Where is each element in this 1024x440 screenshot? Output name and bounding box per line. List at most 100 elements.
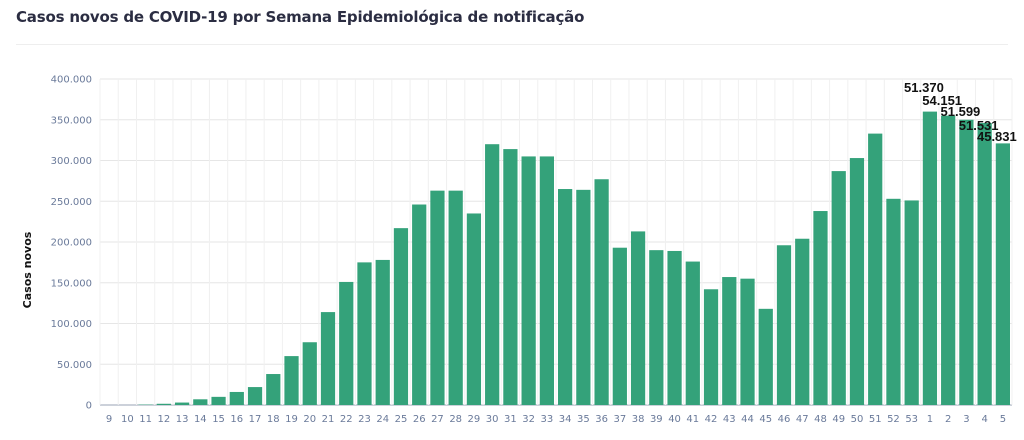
bar-week-21[interactable] [320, 312, 336, 405]
x-tick-label: 50 [851, 414, 864, 425]
bar-week-51[interactable] [868, 133, 883, 406]
bar-week-14[interactable] [193, 399, 208, 405]
bar-week-16[interactable] [229, 391, 244, 405]
bar-week-33[interactable] [539, 156, 554, 405]
bar-week-20[interactable] [302, 342, 317, 405]
bar-week-5[interactable] [995, 143, 1010, 405]
bar-week-17[interactable] [247, 387, 263, 405]
bar-week-12[interactable] [156, 403, 171, 405]
bar-week-38[interactable] [630, 231, 646, 405]
y-axis-ticks: 0 50.000 100.000 150.000 200.000 250.000 300.0… [51, 75, 92, 412]
bar-week-15[interactable] [211, 396, 226, 405]
data-label: 51.531 [959, 118, 999, 133]
x-tick-label: 18 [267, 414, 280, 425]
bar-week-29[interactable] [466, 213, 482, 405]
grid-lines [99, 78, 1013, 406]
bar-week-1[interactable] [922, 111, 938, 405]
bar-week-18[interactable] [266, 374, 281, 405]
x-tick-label: 10 [121, 414, 134, 425]
x-tick-label: 41 [686, 414, 699, 425]
bar-week-19[interactable] [284, 356, 299, 405]
bar-week-31[interactable] [503, 149, 518, 405]
y-tick-label: 400.000 [51, 75, 92, 86]
x-tick-label: 43 [723, 414, 736, 425]
y-tick-label: 300.000 [51, 156, 92, 167]
x-tick-label: 49 [832, 414, 845, 425]
bar-week-40[interactable] [667, 250, 682, 405]
x-tick-label: 52 [887, 414, 900, 425]
y-tick-label: 150.000 [51, 278, 92, 289]
x-tick-label: 48 [814, 414, 827, 425]
x-tick-label: 38 [632, 414, 645, 425]
x-tick-label: 51 [869, 414, 882, 425]
x-tick-label: 11 [139, 414, 152, 425]
bar-week-37[interactable] [612, 247, 627, 405]
bar-week-34[interactable] [558, 189, 573, 405]
y-tick-label: 0 [86, 401, 92, 412]
x-axis-ticks: 9 10 11 12 13 14 15 16 17 18 19 20 21 22 23 24 25 26 27 28 2… [106, 414, 1006, 425]
x-tick-label: 4 [981, 414, 987, 425]
bar-week-26[interactable] [412, 204, 427, 405]
data-label: 54.151 [922, 93, 962, 108]
x-tick-label: 37 [613, 414, 626, 425]
x-tick-label: 28 [449, 414, 462, 425]
x-tick-label: 25 [395, 414, 408, 425]
y-tick-label: 200.000 [51, 238, 92, 249]
y-axis-label: Casos novos [21, 231, 34, 308]
bar-week-30[interactable] [485, 144, 500, 405]
x-tick-label: 47 [796, 414, 809, 425]
bar-week-24[interactable] [375, 259, 390, 405]
bar-week-2[interactable] [941, 115, 956, 406]
data-label: 51.370 [904, 80, 944, 95]
x-tick-label: 3 [963, 414, 969, 425]
bar-week-39[interactable] [649, 250, 664, 405]
x-tick-label: 9 [106, 414, 112, 425]
bar-week-50[interactable] [849, 158, 865, 405]
x-tick-label: 26 [413, 414, 426, 425]
chart-title: Casos novos de COVID-19 por Semana Epide… [16, 8, 585, 26]
x-tick-label: 42 [705, 414, 718, 425]
bar-week-23[interactable] [357, 262, 372, 405]
bar-week-44[interactable] [740, 278, 755, 405]
bar-week-32[interactable] [521, 156, 536, 405]
y-tick-label: 250.000 [51, 197, 92, 208]
bar-week-45[interactable] [758, 308, 773, 405]
x-tick-label: 35 [577, 414, 590, 425]
x-tick-label: 23 [358, 414, 371, 425]
bar-week-49[interactable] [831, 171, 846, 405]
bar-week-42[interactable] [703, 289, 719, 405]
bar-week-41[interactable] [685, 261, 700, 405]
bar-week-13[interactable] [174, 402, 190, 405]
x-tick-label: 32 [522, 414, 535, 425]
x-tick-label: 16 [230, 414, 243, 425]
bar-week-47[interactable] [795, 238, 810, 405]
title-divider [16, 44, 1008, 45]
bar-week-52[interactable] [886, 198, 901, 405]
bar-week-3[interactable] [959, 119, 974, 405]
bar-week-35[interactable] [576, 189, 591, 405]
x-tick-label: 34 [559, 414, 572, 425]
bar-week-46[interactable] [776, 245, 792, 405]
x-tick-label: 40 [668, 414, 681, 425]
bar-week-43[interactable] [722, 277, 737, 405]
x-tick-label: 36 [595, 414, 608, 425]
bar-week-4[interactable] [977, 123, 992, 405]
x-tick-label: 17 [249, 414, 262, 425]
bar-week-48[interactable] [813, 211, 828, 405]
x-tick-label: 13 [176, 414, 189, 425]
y-tick-label: 100.000 [51, 319, 92, 330]
bar-week-22[interactable] [339, 281, 354, 405]
bar-week-36[interactable] [594, 179, 609, 405]
x-tick-label: 2 [945, 414, 951, 425]
bar-week-25[interactable] [393, 228, 409, 405]
x-tick-label: 19 [285, 414, 298, 425]
bar-week-27[interactable] [430, 190, 445, 405]
bar-week-28[interactable] [448, 190, 463, 405]
x-tick-label: 22 [340, 414, 353, 425]
x-tick-label: 44 [741, 414, 754, 425]
x-tick-label: 53 [905, 414, 918, 425]
x-tick-label: 12 [157, 414, 170, 425]
bar-week-53[interactable] [904, 200, 919, 405]
